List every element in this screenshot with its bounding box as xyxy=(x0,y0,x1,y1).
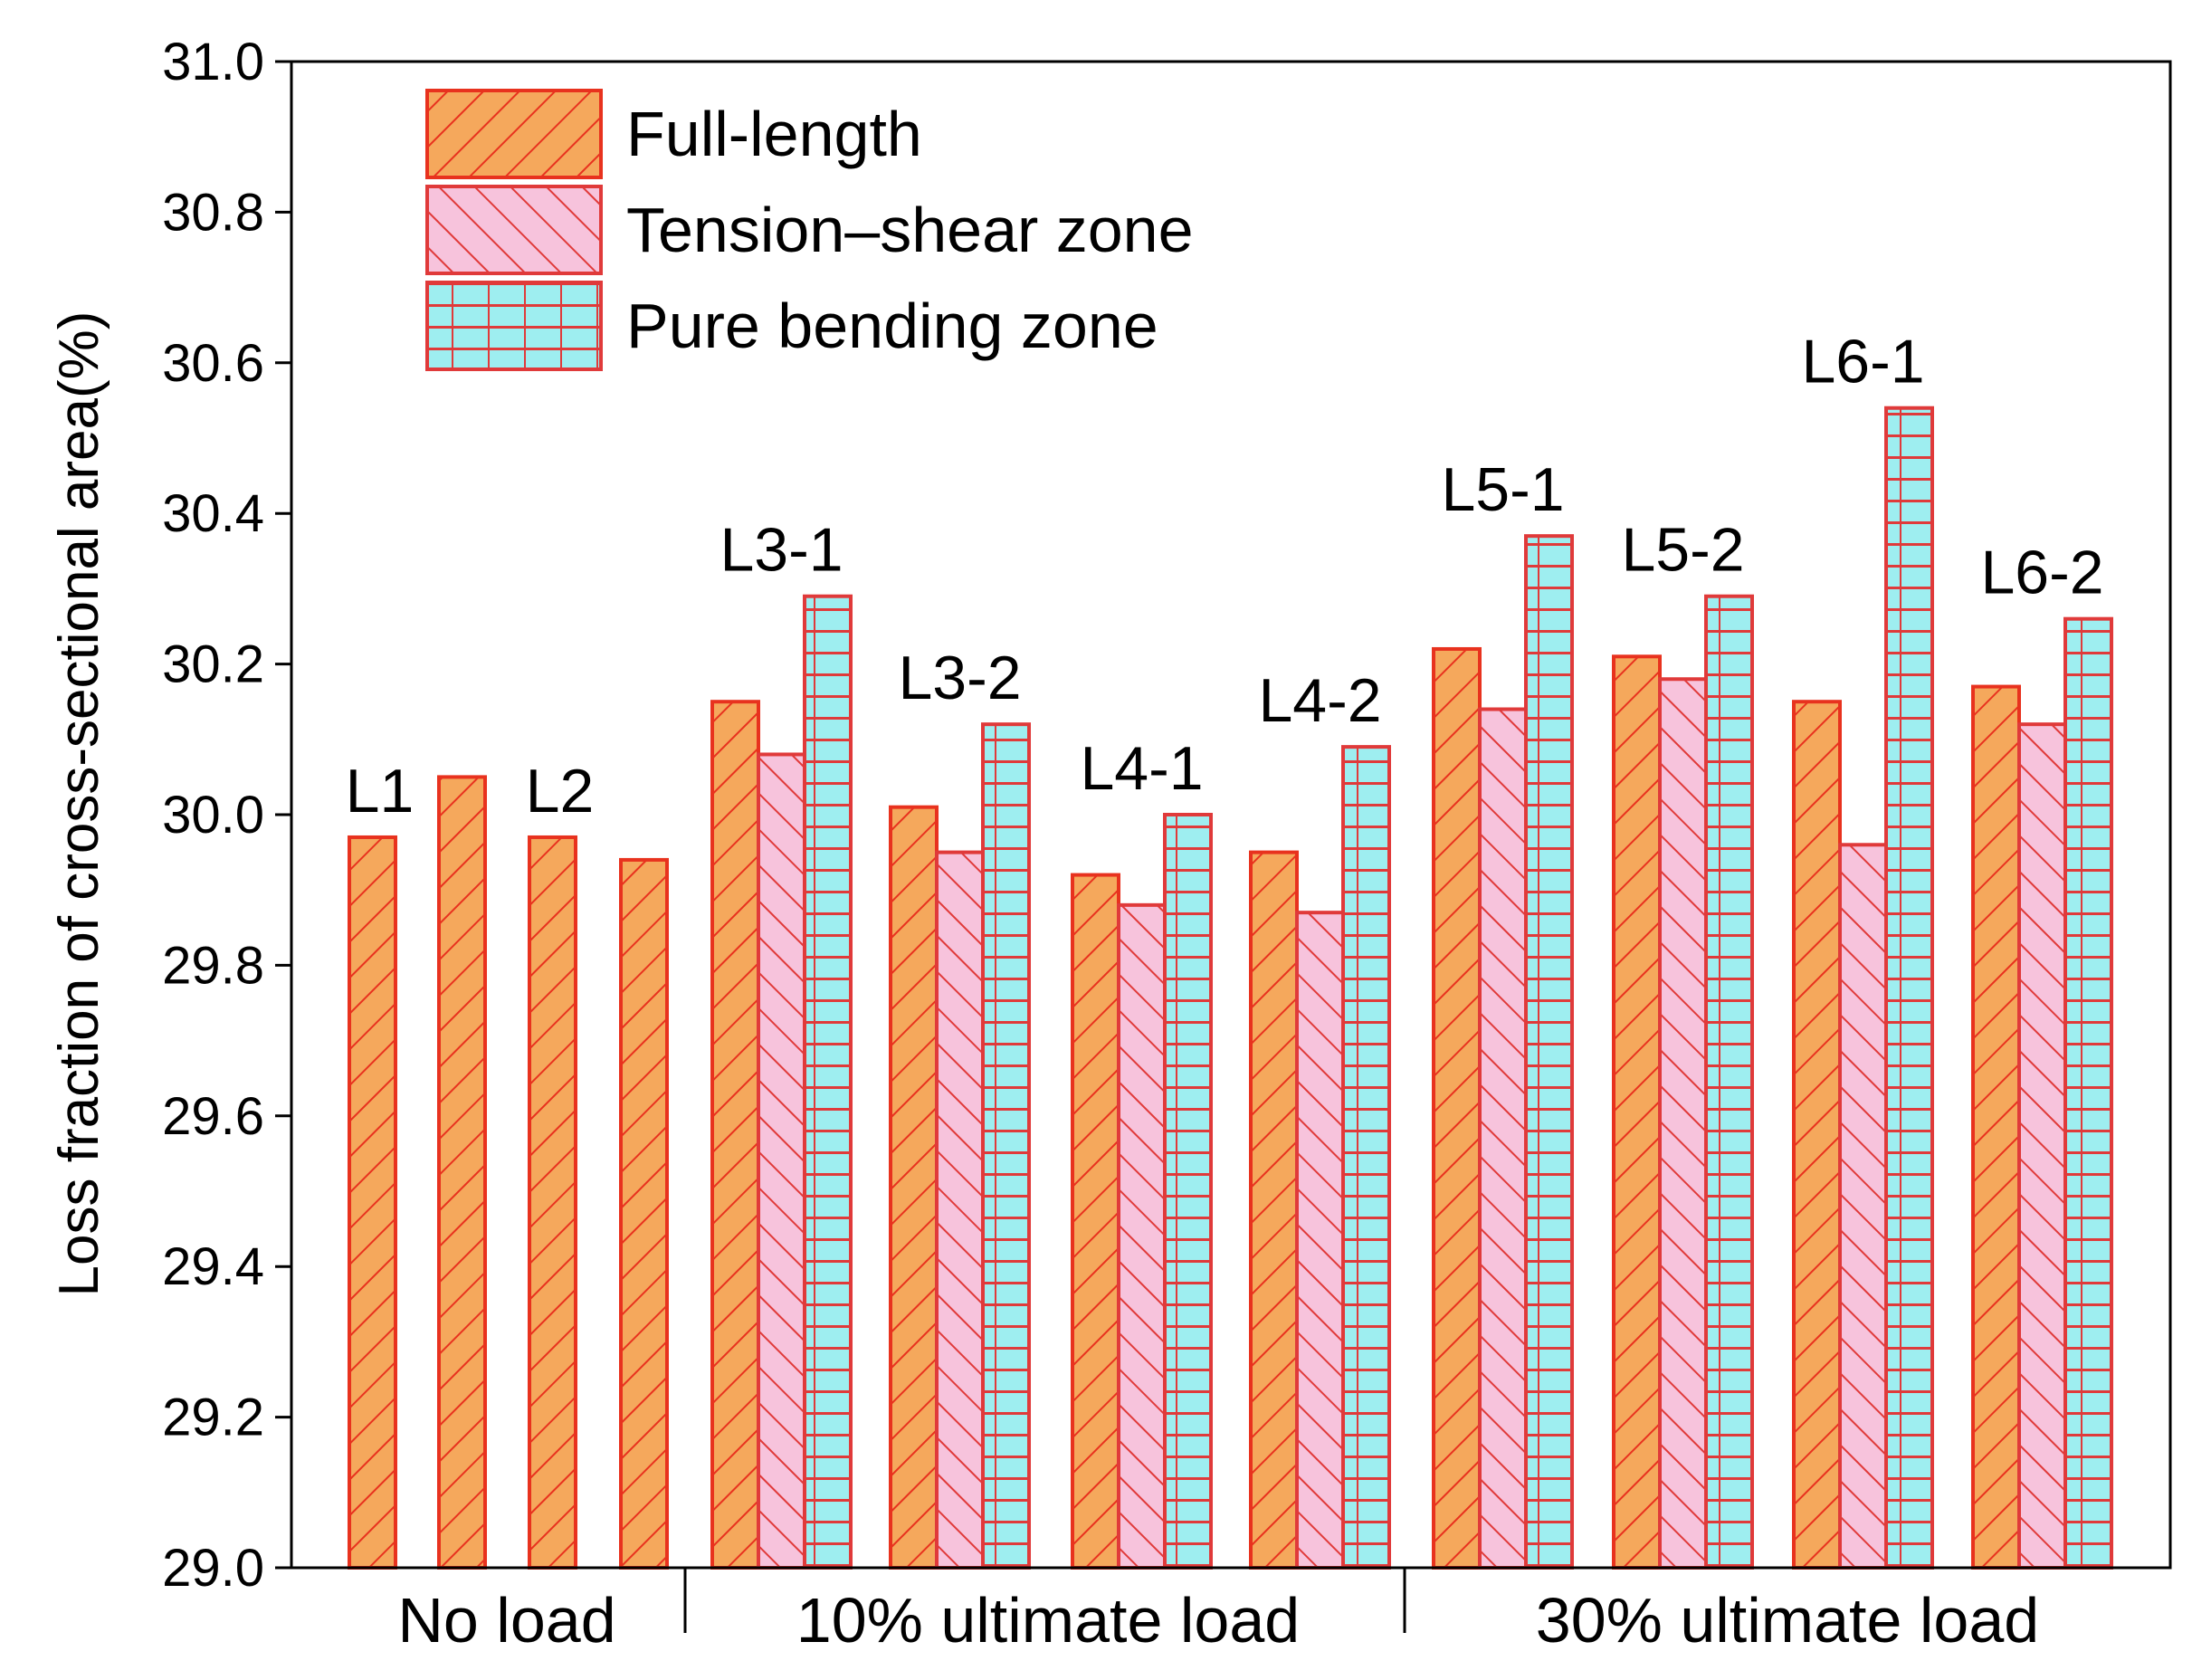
bar-full-length xyxy=(1071,873,1120,1570)
bar-full-length xyxy=(1792,700,1842,1570)
bar-tension-shear xyxy=(2017,722,2067,1570)
legend: Full-length Tension–shear zone Pure bend… xyxy=(425,89,1194,371)
bar-pure-bending xyxy=(1704,594,1754,1570)
specimen-label: L4-1 xyxy=(1080,734,1203,803)
legend-label-full-length: Full-length xyxy=(626,99,922,169)
y-tick-label: 29.6 xyxy=(162,1087,264,1146)
group-label: 30% ultimate load xyxy=(1536,1585,2039,1656)
y-tick-label: 29.0 xyxy=(162,1539,264,1598)
bar-pure-bending xyxy=(803,594,853,1570)
legend-label-tension-shear: Tension–shear zone xyxy=(626,195,1194,265)
y-tick-label: 29.4 xyxy=(162,1237,264,1296)
specimen-label: L5-1 xyxy=(1441,455,1564,524)
bar-full-length xyxy=(1612,654,1662,1570)
specimen-label: L3-2 xyxy=(898,644,1021,712)
y-tick-label: 31.0 xyxy=(162,33,264,91)
bar-tension-shear xyxy=(1478,707,1528,1570)
y-tick-label: 30.6 xyxy=(162,334,264,393)
group-label: No load xyxy=(397,1585,615,1656)
y-tick-label: 30.8 xyxy=(162,183,264,242)
bar-tension-shear xyxy=(757,752,806,1570)
y-axis-title: Loss fraction of cross-sectional area(%) xyxy=(48,311,110,1297)
bar-pure-bending xyxy=(1163,813,1213,1570)
legend-item-pure-bending: Pure bending zone xyxy=(425,281,1158,371)
legend-swatch-pure-bending xyxy=(425,281,603,371)
bar-full-length xyxy=(437,775,487,1570)
bar-full-length xyxy=(619,857,669,1570)
y-tick-label: 30.2 xyxy=(162,635,264,694)
bar-tension-shear xyxy=(1658,677,1708,1570)
bar-pure-bending xyxy=(1524,534,1574,1570)
legend-swatch-tension-shear xyxy=(425,185,603,275)
legend-label-pure-bending: Pure bending zone xyxy=(626,291,1158,361)
bar-tension-shear xyxy=(1838,843,1888,1570)
specimen-label: L3-1 xyxy=(720,516,843,585)
bar-pure-bending xyxy=(1341,745,1391,1570)
specimen-label: L6-2 xyxy=(1980,539,2103,607)
specimen-label: L6-1 xyxy=(1801,328,1924,396)
bar-tension-shear xyxy=(1295,911,1345,1570)
specimen-label: L1 xyxy=(346,757,415,826)
bar-full-length xyxy=(710,700,760,1570)
plot-frame xyxy=(290,60,2172,1570)
y-tick-label: 29.8 xyxy=(162,936,264,995)
bar-full-length xyxy=(1971,684,2021,1570)
y-tick-label: 29.2 xyxy=(162,1389,264,1447)
legend-item-full-length: Full-length xyxy=(425,89,922,179)
bar-full-length xyxy=(889,805,939,1570)
legend-swatch-full-length xyxy=(425,89,603,179)
bar-full-length xyxy=(528,835,577,1570)
specimen-labels: L1 L2 L3-1 L3-2 L4-1 L4-2 L5-1 L5-2 L6-1 L6-2 xyxy=(346,328,2104,826)
bar-tension-shear xyxy=(935,850,985,1570)
bars xyxy=(348,406,2113,1570)
bar-pure-bending xyxy=(1884,406,1934,1570)
bar-full-length xyxy=(1249,850,1299,1570)
bar-full-length xyxy=(1432,646,1482,1570)
bar-pure-bending xyxy=(981,722,1031,1570)
bar-pure-bending xyxy=(2063,616,2113,1570)
bar-full-length xyxy=(348,835,397,1570)
x-axis-groups: No load 10% ultimate load 30% ultimate loa… xyxy=(397,1568,2039,1656)
legend-item-tension-shear: Tension–shear zone xyxy=(425,185,1194,275)
specimen-label: L2 xyxy=(526,757,595,826)
bar-tension-shear xyxy=(1117,902,1167,1570)
specimen-label: L4-2 xyxy=(1258,666,1381,735)
y-axis-ticks: 29.0 29.2 29.4 29.6 29.8 30.0 30.2 30.4 30.6 30.8… xyxy=(162,33,291,1598)
y-tick-label: 30.0 xyxy=(162,786,264,845)
specimen-label: L5-2 xyxy=(1621,516,1744,585)
group-label: 10% ultimate load xyxy=(796,1585,1300,1656)
y-tick-label: 30.4 xyxy=(162,484,264,543)
